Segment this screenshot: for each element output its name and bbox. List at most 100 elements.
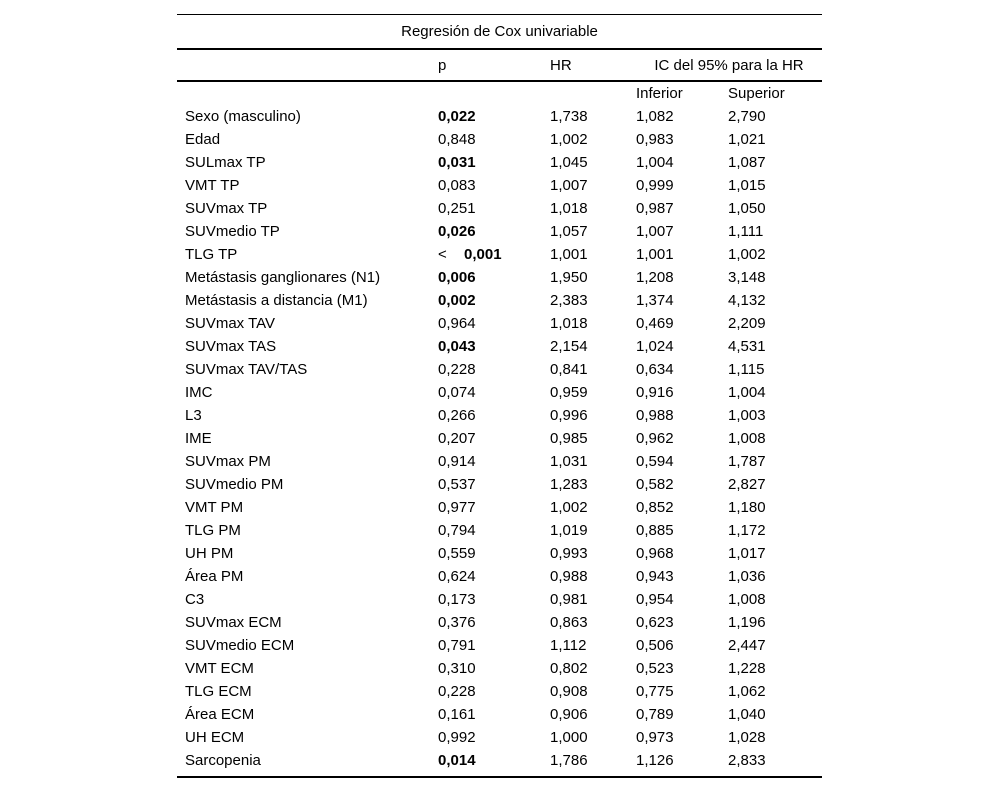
hr-value: 2,154 (550, 338, 588, 355)
hr-value: 1,950 (550, 269, 588, 286)
row-label: IME (185, 430, 212, 447)
table-row: Sexo (masculino) 0,022 1,738 1,082 2,790 (177, 105, 822, 128)
p-value: 0,537 (438, 476, 550, 493)
p-number: 0,266 (438, 407, 476, 424)
p-value: 0,964 (438, 315, 550, 332)
cox-regression-table: Regresión de Cox univariable p HR IC del… (177, 14, 822, 778)
ci-lower: 0,999 (636, 177, 674, 194)
row-label: C3 (185, 591, 205, 608)
table-row: SUVmedio PM 0,537 1,283 0,582 2,827 (177, 473, 822, 496)
table-row: SULmax TP 0,031 1,045 1,004 1,087 (177, 151, 822, 174)
p-number: 0,964 (438, 315, 476, 332)
p-value: 0,026 (438, 223, 550, 240)
ci-upper: 1,028 (728, 729, 766, 746)
hr-value: 0,981 (550, 591, 588, 608)
ci-upper: 2,833 (728, 752, 766, 769)
p-number: 0,992 (438, 729, 476, 746)
ci-upper: 1,004 (728, 384, 766, 401)
hr-value: 1,002 (550, 499, 588, 516)
table-row: SUVmax TAV/TAS 0,228 0,841 0,634 1,115 (177, 358, 822, 381)
ci-upper: 1,196 (728, 614, 766, 631)
table-row: Metástasis a distancia (M1) 0,002 2,383 … (177, 289, 822, 312)
table-header-row: p HR IC del 95% para la HR (177, 50, 822, 80)
p-value: 0,161 (438, 706, 550, 723)
p-number: 0,559 (438, 545, 476, 562)
ci-upper: 1,002 (728, 246, 766, 263)
row-label: IMC (185, 384, 213, 401)
row-label: SUVmedio ECM (185, 637, 295, 654)
row-label: TLG TP (185, 246, 238, 263)
p-prefix: < (438, 246, 447, 263)
col-header-hr: HR (550, 56, 572, 74)
p-number: 0,251 (438, 200, 476, 217)
ci-lower: 0,968 (636, 545, 674, 562)
ci-lower: 0,594 (636, 453, 674, 470)
ci-upper: 1,008 (728, 591, 766, 608)
ci-lower: 0,469 (636, 315, 674, 332)
row-label: Sarcopenia (185, 752, 261, 769)
p-number: 0,537 (438, 476, 476, 493)
hr-value: 2,383 (550, 292, 588, 309)
row-label: Metástasis a distancia (M1) (185, 292, 368, 309)
p-number: 0,001 (464, 246, 502, 263)
ci-upper: 1,087 (728, 154, 766, 171)
p-value: 0,791 (438, 637, 550, 654)
table-row: IMC 0,074 0,959 0,916 1,004 (177, 381, 822, 404)
hr-value: 1,019 (550, 522, 588, 539)
table-row: UH PM 0,559 0,993 0,968 1,017 (177, 542, 822, 565)
ci-upper: 4,132 (728, 292, 766, 309)
ci-lower: 0,943 (636, 568, 674, 585)
row-label: SUVmax PM (185, 453, 271, 470)
table-row: SUVmedio ECM 0,791 1,112 0,506 2,447 (177, 634, 822, 657)
ci-upper: 2,827 (728, 476, 766, 493)
row-label: UH ECM (185, 729, 245, 746)
hr-value: 1,018 (550, 315, 588, 332)
hr-value: 1,112 (550, 637, 587, 654)
p-value: 0,014 (438, 752, 550, 769)
p-number: 0,207 (438, 430, 476, 447)
ci-upper: 1,017 (728, 545, 766, 562)
row-label: L3 (185, 407, 202, 424)
p-value: 0,251 (438, 200, 550, 217)
p-number: 0,310 (438, 660, 476, 677)
row-label: VMT TP (185, 177, 240, 194)
ci-lower: 1,024 (636, 338, 674, 355)
p-number: 0,031 (438, 154, 476, 171)
p-value: 0,022 (438, 108, 550, 125)
table-row: Edad 0,848 1,002 0,983 1,021 (177, 128, 822, 151)
ci-upper: 1,062 (728, 683, 766, 700)
p-number: 0,228 (438, 361, 476, 378)
hr-value: 0,863 (550, 614, 588, 631)
p-number: 0,914 (438, 453, 476, 470)
hr-value: 1,045 (550, 154, 588, 171)
table-row: Metástasis ganglionares (N1) 0,006 1,950… (177, 266, 822, 289)
ci-upper: 1,003 (728, 407, 766, 424)
ci-lower: 0,506 (636, 637, 674, 654)
ci-upper: 2,790 (728, 108, 766, 125)
p-value: 0,624 (438, 568, 550, 585)
subheader-superior: Superior (728, 85, 785, 102)
table-row: L3 0,266 0,996 0,988 1,003 (177, 404, 822, 427)
row-label: SUVmedio PM (185, 476, 284, 493)
row-label: TLG PM (185, 522, 241, 539)
hr-value: 1,283 (550, 476, 588, 493)
hr-value: 0,988 (550, 568, 588, 585)
hr-value: 0,908 (550, 683, 588, 700)
row-label: Edad (185, 131, 221, 148)
ci-lower: 0,962 (636, 430, 674, 447)
table-row: SUVmax PM 0,914 1,031 0,594 1,787 (177, 450, 822, 473)
row-label: VMT ECM (185, 660, 254, 677)
ci-upper: 1,008 (728, 430, 766, 447)
p-value: 0,992 (438, 729, 550, 746)
ci-lower: 0,973 (636, 729, 674, 746)
ci-lower: 1,004 (636, 154, 674, 171)
p-value: 0,266 (438, 407, 550, 424)
p-value: 0,228 (438, 361, 550, 378)
ci-lower: 0,523 (636, 660, 674, 677)
p-number: 0,002 (438, 292, 476, 309)
row-label: UH PM (185, 545, 234, 562)
table-row: VMT ECM 0,310 0,802 0,523 1,228 (177, 657, 822, 680)
ci-lower: 1,126 (636, 752, 674, 769)
ci-upper: 1,228 (728, 660, 766, 677)
p-number: 0,376 (438, 614, 476, 631)
